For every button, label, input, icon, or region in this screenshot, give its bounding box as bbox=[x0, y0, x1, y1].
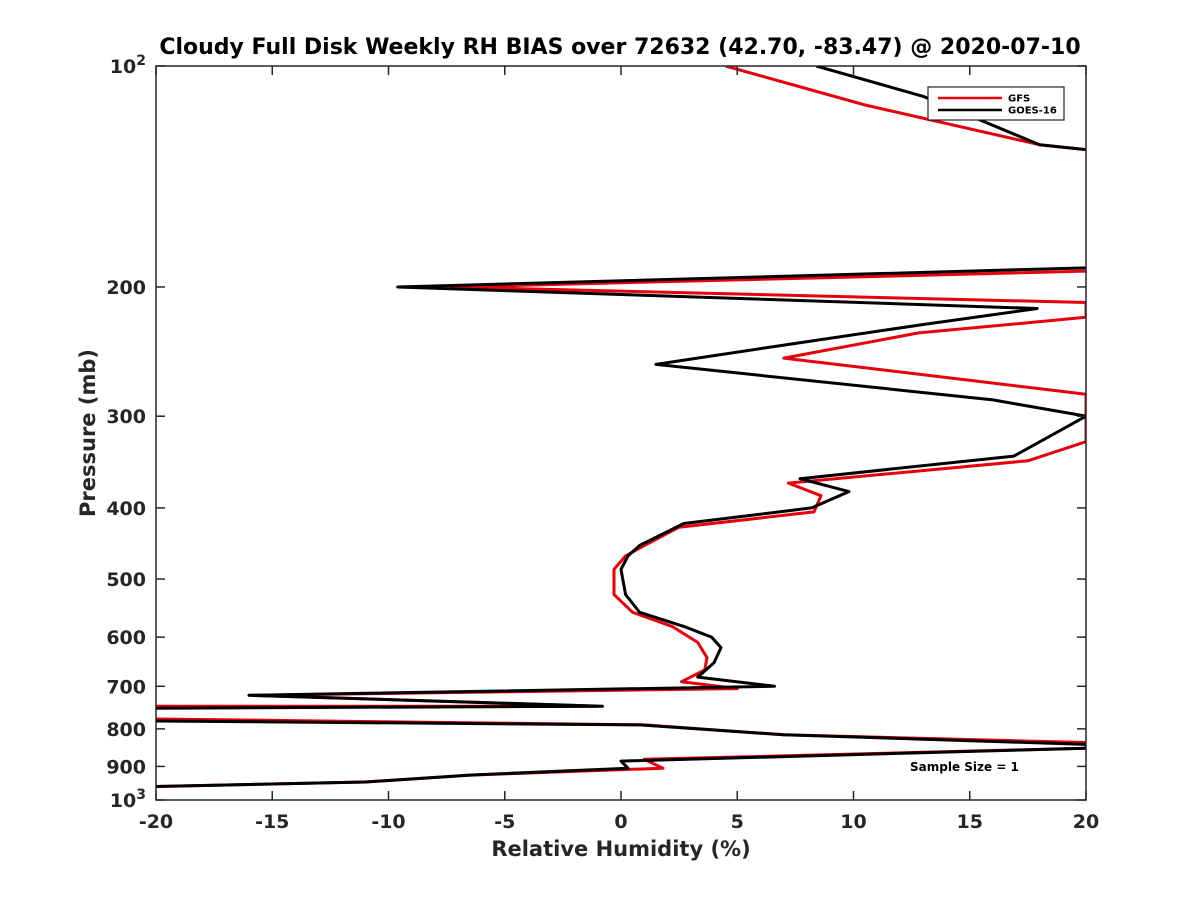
y-tick-label: 102 bbox=[110, 53, 146, 78]
y-tick-label: 103 bbox=[110, 787, 146, 812]
x-tick-label: -15 bbox=[255, 811, 289, 833]
y-tick-label: 700 bbox=[106, 676, 146, 698]
x-axis-label: Relative Humidity (%) bbox=[491, 837, 750, 861]
y-tick-label: 600 bbox=[106, 627, 146, 649]
x-tick-label: 15 bbox=[957, 811, 983, 833]
y-axis-label: Pressure (mb) bbox=[76, 349, 100, 517]
y-tick-label: 500 bbox=[106, 569, 146, 591]
y-tick-label: 900 bbox=[106, 756, 146, 778]
legend-label-goes16: GOES-16 bbox=[1008, 106, 1057, 117]
legend-box bbox=[927, 86, 1065, 121]
chart-title: Cloudy Full Disk Weekly RH BIAS over 726… bbox=[159, 35, 1080, 60]
series-layer bbox=[156, 66, 1086, 789]
sample-size-annotation: Sample Size = 1 bbox=[910, 760, 1019, 774]
series-line-goes16 bbox=[156, 66, 1086, 789]
legend-label-gfs: GFS bbox=[1008, 94, 1030, 105]
x-tick-label: -5 bbox=[494, 811, 515, 833]
y-tick-label: 800 bbox=[106, 719, 146, 741]
legend: GFS GOES-16 bbox=[927, 86, 1065, 121]
x-tick-label: 10 bbox=[840, 811, 866, 833]
y-tick-label: 300 bbox=[106, 406, 146, 428]
x-tick-label: -10 bbox=[371, 811, 405, 833]
x-tick-label: 0 bbox=[614, 811, 627, 833]
y-axis: 102 200 300 400 500 600 700 800 900 103 bbox=[106, 53, 1086, 812]
x-tick-label: 20 bbox=[1073, 811, 1099, 833]
y-tick-label: 200 bbox=[106, 277, 146, 299]
y-tick-label: 400 bbox=[106, 498, 146, 520]
x-tick-label: 5 bbox=[731, 811, 744, 833]
x-tick-label: -20 bbox=[139, 811, 173, 833]
x-axis: -20 -15 -10 -5 0 5 10 15 20 bbox=[139, 66, 1099, 833]
